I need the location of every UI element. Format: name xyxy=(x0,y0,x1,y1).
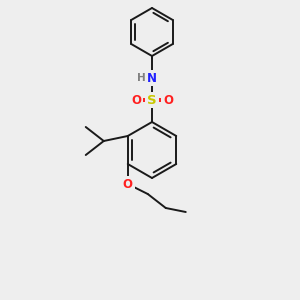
Text: H: H xyxy=(136,73,146,83)
Text: O: O xyxy=(163,94,173,106)
Text: N: N xyxy=(147,71,157,85)
Text: S: S xyxy=(147,94,157,106)
Text: O: O xyxy=(123,178,133,190)
Text: O: O xyxy=(131,94,141,106)
